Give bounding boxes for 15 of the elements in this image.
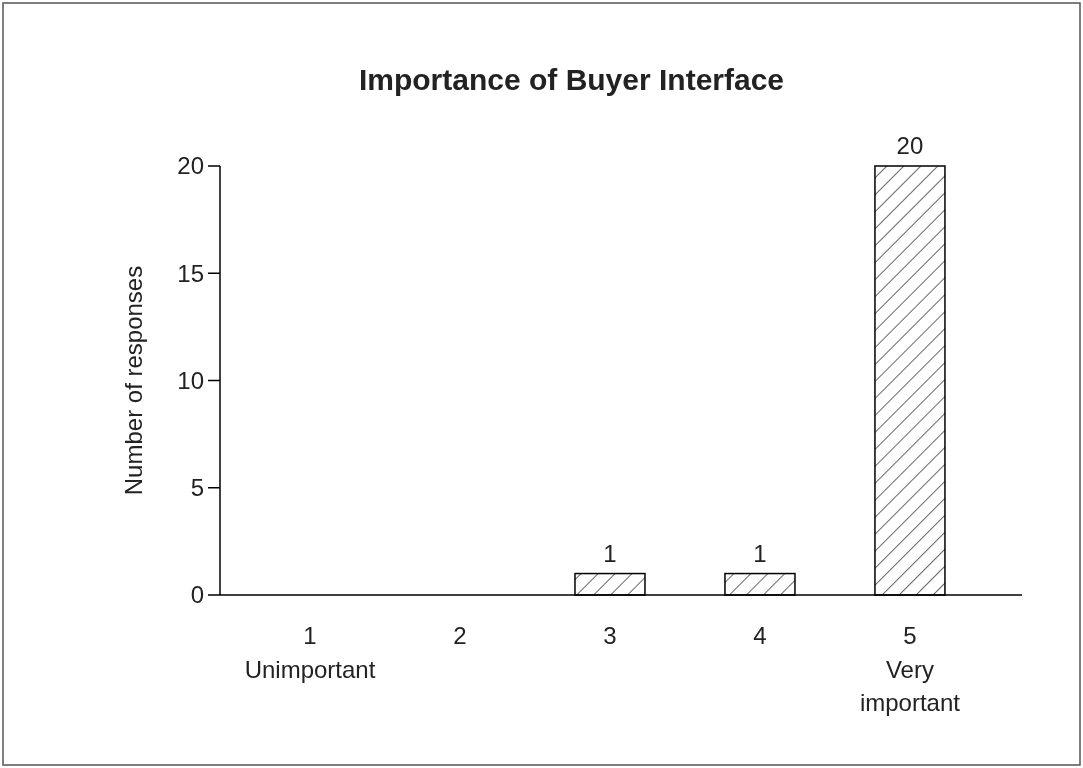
- x-tick-label: 4: [753, 622, 767, 649]
- x-tick-label: 2: [453, 622, 467, 649]
- chart-title: Importance of Buyer Interface: [358, 63, 785, 96]
- x-tick-label: 3: [603, 622, 617, 649]
- x-tick-label: 1 Unimportant: [244, 622, 376, 683]
- y-axis-title: Number of responses: [120, 265, 147, 496]
- data-label: 1: [753, 539, 767, 567]
- data-label: 1: [603, 539, 617, 567]
- y-tick-label: 10: [177, 366, 204, 394]
- x-tick-label: 5 Very important: [859, 622, 961, 717]
- y-tick-label: 20: [177, 152, 204, 180]
- y-tick-label: 0: [190, 581, 204, 609]
- y-tick-label: 5: [190, 474, 204, 502]
- y-tick-label: 15: [177, 259, 204, 287]
- data-label: 20: [896, 132, 924, 159]
